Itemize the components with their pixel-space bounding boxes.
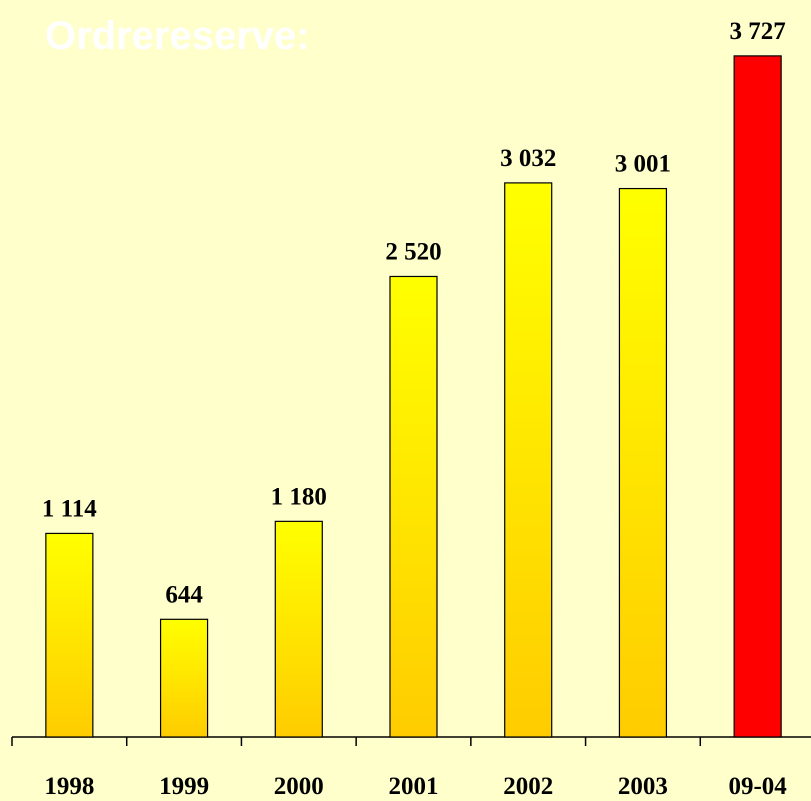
value-label: 1 114 (42, 495, 97, 522)
x-tick-label: 09-04 (728, 773, 787, 800)
x-tick-label: 2002 (503, 773, 553, 800)
bar (618, 187, 668, 738)
x-tick-label: 2000 (274, 773, 324, 800)
value-label: 3 727 (730, 18, 786, 45)
bar (733, 55, 782, 738)
value-label: 2 520 (385, 238, 441, 265)
bar (274, 520, 323, 738)
x-tick-label: 2003 (618, 773, 668, 800)
bar (389, 275, 438, 738)
value-label: 1 180 (271, 483, 327, 510)
bar (159, 618, 209, 738)
chart-title: Ordrereserve: (45, 14, 310, 58)
x-tick-label: 1999 (159, 773, 209, 800)
bar (504, 182, 553, 738)
x-tick-label: 1998 (44, 773, 94, 800)
bar (45, 532, 94, 738)
value-label: 3 032 (500, 145, 556, 172)
value-label: 644 (165, 581, 203, 608)
value-label: 3 001 (615, 151, 671, 178)
x-tick-label: 2001 (389, 773, 439, 800)
